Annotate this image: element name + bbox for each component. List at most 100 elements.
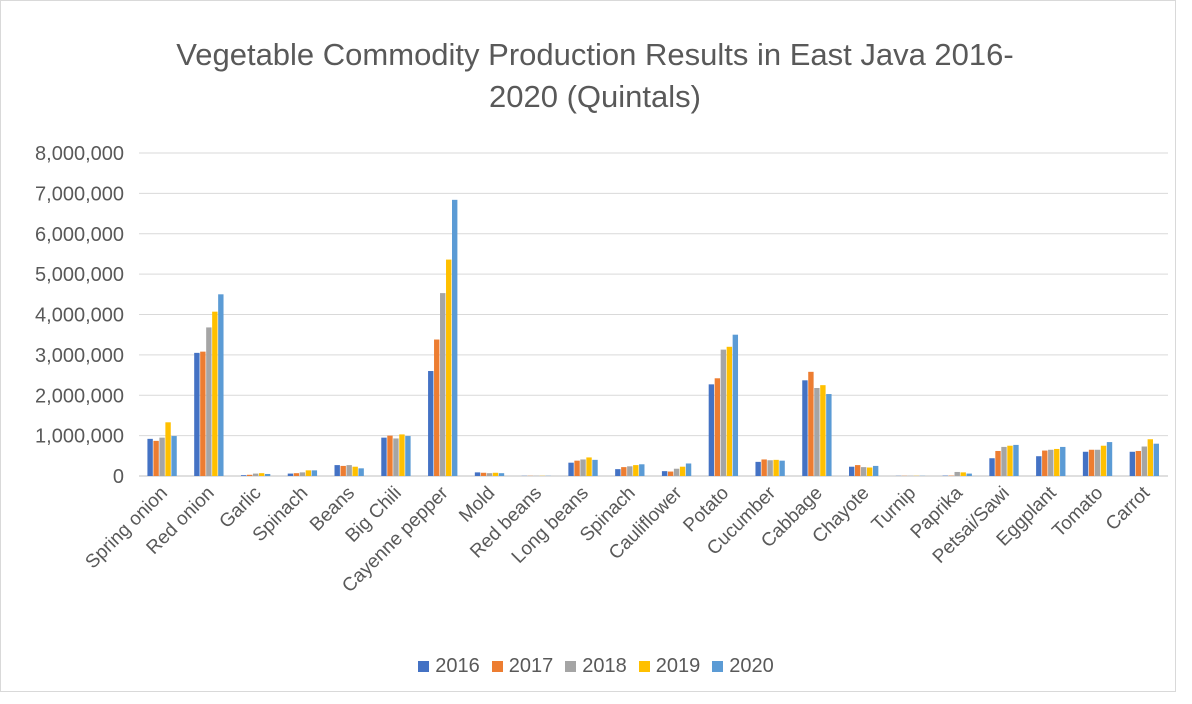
bar-2019 [1054,448,1060,476]
bar-2018 [1048,449,1054,476]
bar-2019 [446,259,452,476]
bar-2018 [486,473,493,476]
bar-2017 [667,471,674,476]
bar-2018 [720,349,727,476]
legend-label: 2019 [655,655,701,677]
bar-2019 [820,385,826,476]
y-tick-label: 8,000,000 [35,143,124,165]
bar-2017 [434,339,440,476]
y-tick-label: 4,000,000 [35,305,124,327]
bar-2020 [1013,444,1019,476]
bar-2020 [218,294,224,476]
bar-2017 [714,378,721,476]
bar-2018 [1094,449,1101,476]
bar-2019 [165,422,171,476]
bar-2018 [440,293,446,476]
bar-2019 [866,467,873,476]
bar-2016 [428,371,434,476]
y-tick-label: 6,000,000 [35,224,124,246]
bar-2019 [492,472,499,476]
bar-2017 [387,435,393,477]
bar-2017 [1088,449,1095,476]
bar-2016 [287,473,294,476]
bar-2016 [474,472,481,476]
bar-2019 [1007,445,1013,476]
bar-2020 [452,199,458,476]
bar-2017 [1042,450,1048,476]
y-tick-label: 3,000,000 [35,345,124,367]
bar-2018 [252,473,259,476]
bar-2016 [661,471,668,476]
bar-2017 [293,473,300,476]
bar-2020 [1106,442,1113,476]
bar-2019 [399,434,405,476]
bar-2018 [159,437,165,476]
bar-2018 [1141,446,1148,476]
bar-2020 [498,473,505,476]
bar-2018 [954,471,960,476]
bar-2020 [639,464,645,476]
bar-2016 [334,465,340,476]
bar-2019 [1100,445,1107,476]
legend-entry: 2019 [638,655,701,678]
y-tick-label: 2,000,000 [35,385,124,407]
bar-2018 [393,438,399,476]
bar-2018 [346,465,352,476]
bar-2017 [574,460,580,476]
bar-2019 [726,346,733,476]
bar-2019 [773,459,779,476]
bar-2016 [568,462,574,476]
bar-2017 [246,474,253,476]
legend-entry: 2018 [565,655,627,678]
bar-2018 [673,468,680,476]
legend-swatch [418,661,430,672]
legend-entry: 2016 [418,655,480,678]
chart-frame [0,0,1176,692]
bar-2020 [1060,446,1066,476]
bar-2020 [592,459,598,476]
bar-2016 [708,384,715,476]
bar-2020 [264,473,271,476]
legend-entry: 2017 [491,655,553,678]
bar-2017 [153,440,159,476]
bar-2017 [761,459,767,476]
bar-2016 [1082,451,1089,476]
bar-2020 [358,468,364,476]
y-tick-label: 0 [113,466,124,488]
bar-2017 [621,467,627,476]
bar-2016 [381,437,387,476]
bar-2017 [480,472,487,476]
legend-swatch [638,661,650,672]
bar-2016 [147,438,153,476]
legend-swatch [491,661,503,672]
bar-2016 [755,461,761,476]
bar-2016 [849,466,855,476]
bar-2017 [855,465,861,476]
bar-2018 [627,466,633,476]
bar-2019 [1147,439,1153,476]
legend-entry: 2020 [712,655,774,678]
bar-2018 [299,472,306,476]
legend-swatch [565,661,577,672]
bar-2016 [802,380,808,476]
bar-2018 [860,467,867,476]
legend-label: 2016 [435,655,480,677]
y-tick-label: 1,000,000 [35,426,124,448]
bar-2019 [352,466,358,476]
bar-2017 [995,450,1001,476]
bar-2018 [1001,446,1007,476]
bar-2016 [989,458,995,476]
bar-2016 [1036,456,1042,476]
chart-title: Vegetable Commodity Production Results i… [176,37,1014,114]
bar-2018 [814,387,820,476]
bar-2019 [679,466,686,476]
bar-2020 [826,394,832,476]
bar-2019 [212,311,218,476]
bar-2020 [872,465,879,476]
y-tick-label: 5,000,000 [35,264,124,286]
bar-2019 [960,472,966,476]
legend-label: 2018 [582,655,627,677]
bar-2018 [580,459,586,476]
bar-2020 [1153,443,1159,476]
